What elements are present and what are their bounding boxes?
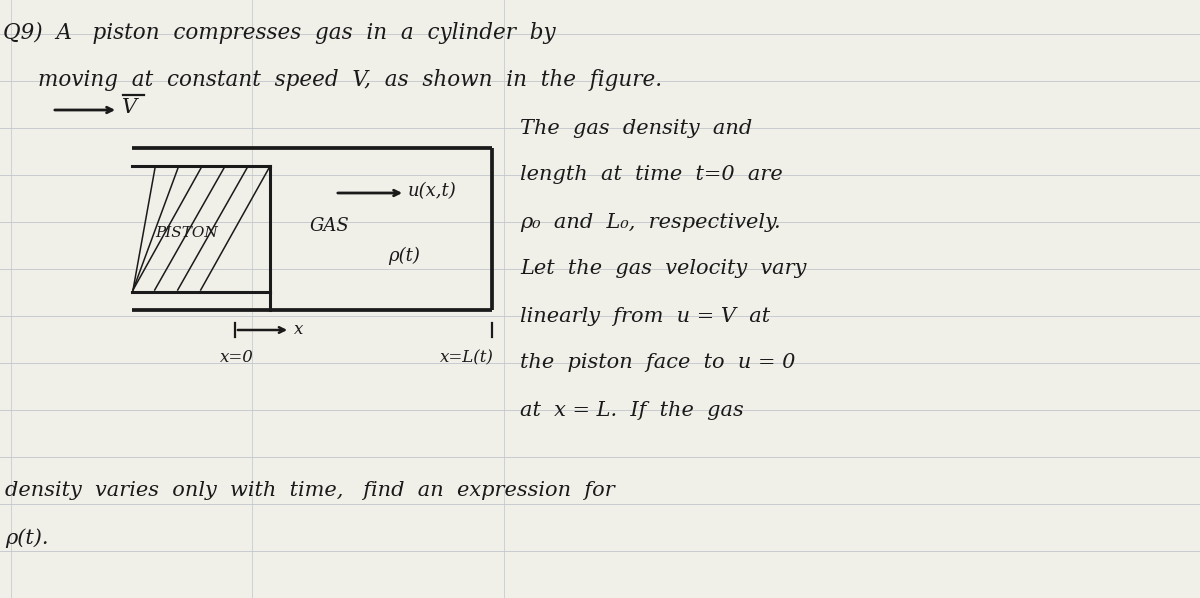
Text: linearly  from  u = V  at: linearly from u = V at — [520, 307, 770, 325]
Text: The  gas  density  and: The gas density and — [520, 118, 752, 138]
Text: length  at  time  t=0  are: length at time t=0 are — [520, 166, 782, 185]
Text: ρ(t).: ρ(t). — [5, 528, 48, 548]
Text: at  x = L.  If  the  gas: at x = L. If the gas — [520, 401, 744, 420]
Text: GAS: GAS — [310, 217, 349, 235]
Text: u(x,t): u(x,t) — [408, 182, 457, 200]
Text: moving  at  constant  speed  V,  as  shown  in  the  figure.: moving at constant speed V, as shown in … — [38, 69, 662, 91]
Text: x=L(t): x=L(t) — [440, 349, 494, 367]
Text: the  piston  face  to  u = 0: the piston face to u = 0 — [520, 353, 796, 373]
Text: ρ(t): ρ(t) — [388, 247, 420, 265]
Text: x=0: x=0 — [220, 349, 254, 367]
Text: V: V — [122, 99, 137, 117]
Text: ρ₀  and  L₀,  respectively.: ρ₀ and L₀, respectively. — [520, 212, 781, 231]
Text: Q9)  A   piston  compresses  gas  in  a  cylinder  by: Q9) A piston compresses gas in a cylinde… — [2, 22, 556, 44]
Text: PISTON: PISTON — [155, 226, 217, 240]
Text: Let  the  gas  velocity  vary: Let the gas velocity vary — [520, 260, 806, 279]
Text: density  varies  only  with  time,   find  an  expression  for: density varies only with time, find an e… — [5, 481, 614, 499]
Text: x: x — [294, 322, 304, 338]
